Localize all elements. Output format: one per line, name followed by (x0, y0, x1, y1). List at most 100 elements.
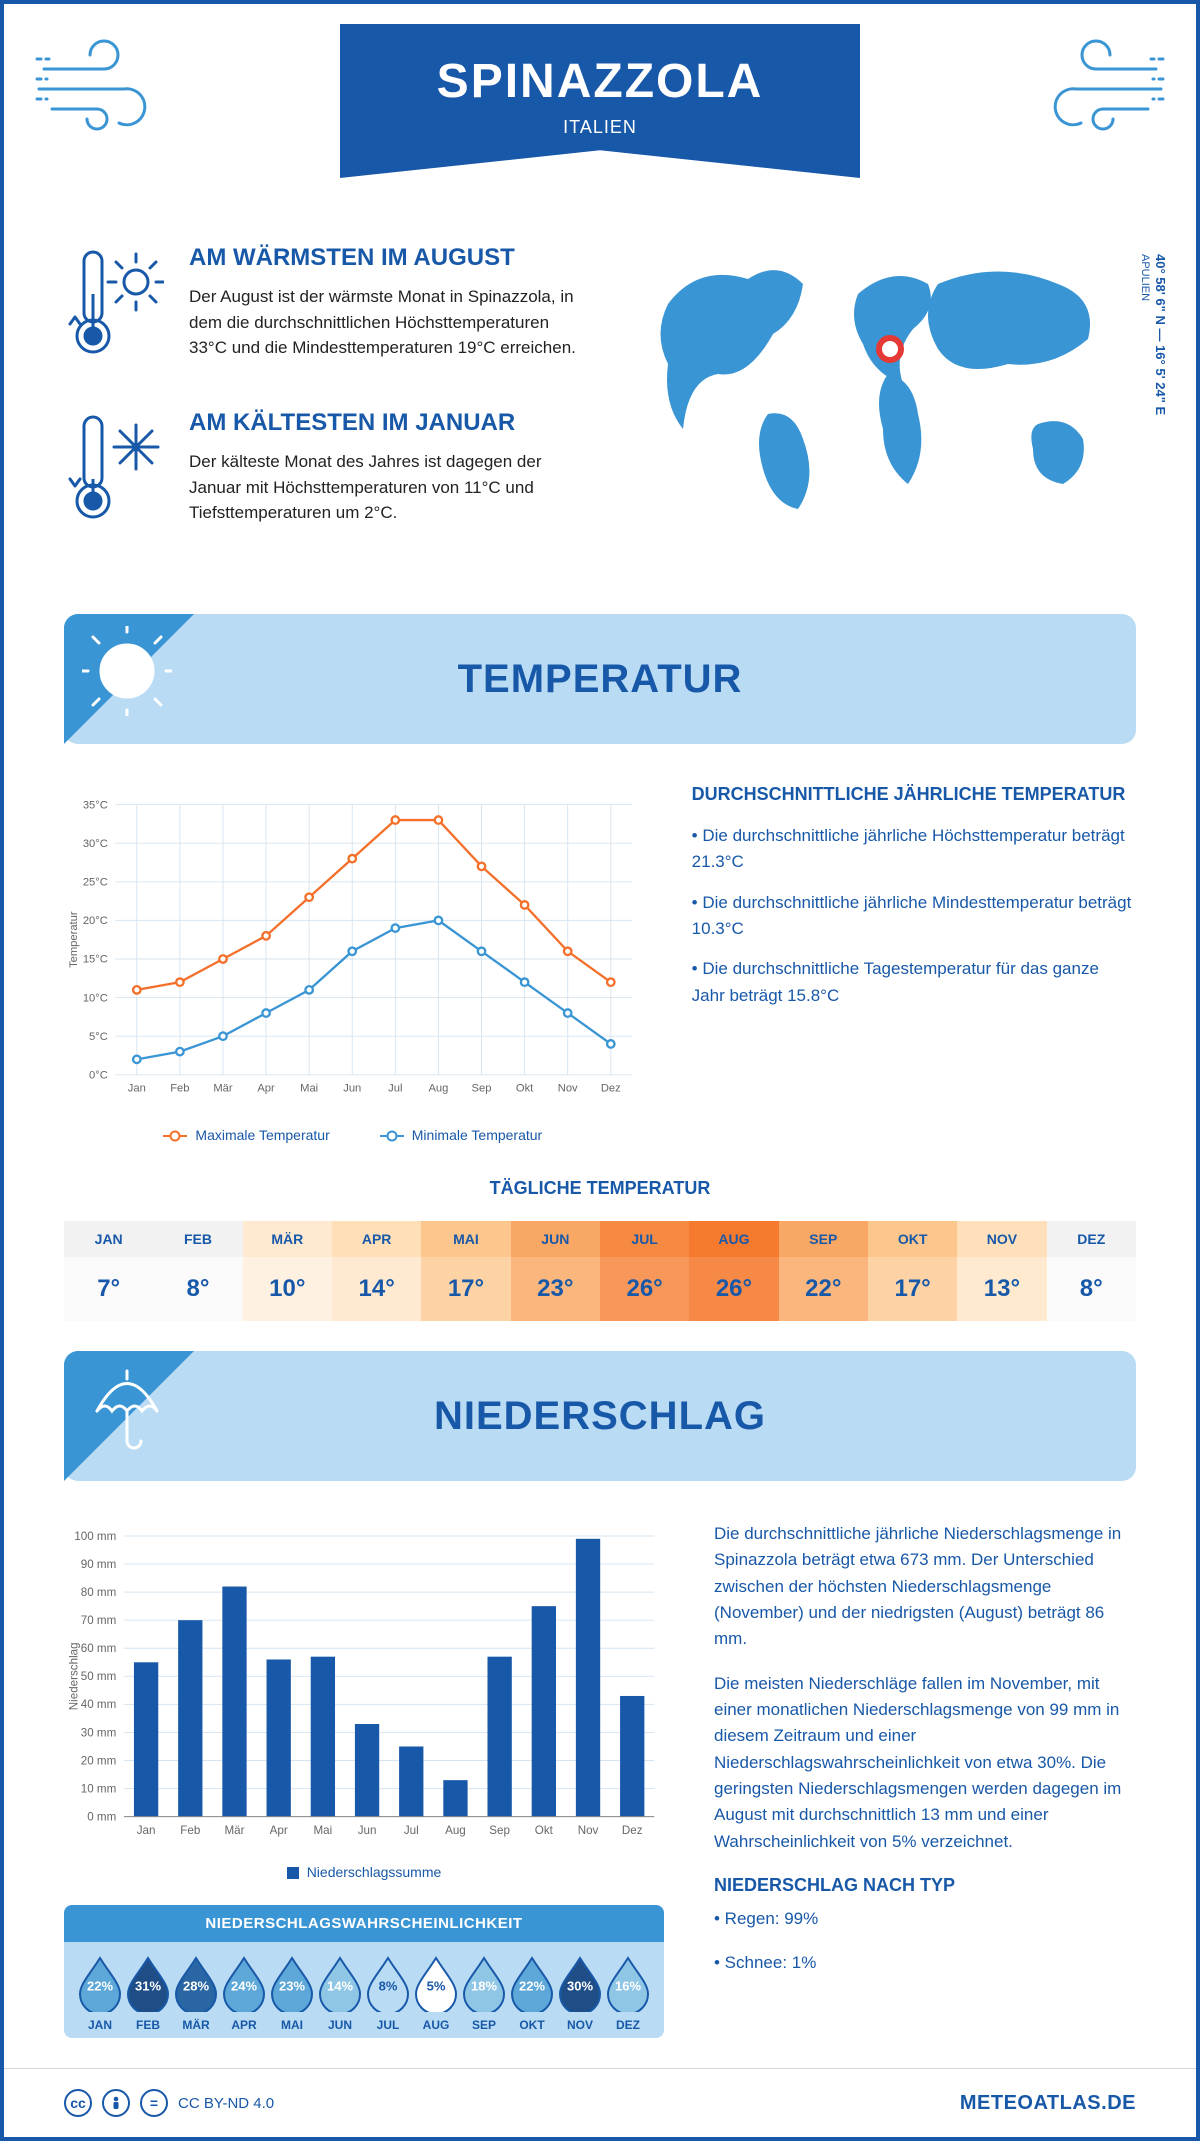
warmest-title: AM WÄRMSTEN IM AUGUST (189, 244, 580, 272)
country-subtitle: ITALIEN (340, 117, 860, 138)
title-ribbon: SPINAZZOLA ITALIEN (340, 24, 860, 178)
wind-icon (1036, 34, 1166, 149)
svg-text:10 mm: 10 mm (81, 1782, 116, 1795)
probability-drop: 8%JUL (364, 1954, 412, 2032)
svg-text:Jul: Jul (404, 1824, 419, 1837)
precipitation-summary: Die durchschnittliche jährliche Niedersc… (714, 1521, 1136, 2038)
precipitation-heading: NIEDERSCHLAG (434, 1394, 766, 1439)
coldest-fact: AM KÄLTESTEN IM JANUAR Der kälteste Mona… (64, 409, 580, 534)
daily-temp-cell: NOV13° (957, 1221, 1046, 1321)
nd-icon: = (140, 2089, 168, 2117)
svg-text:0°C: 0°C (89, 1070, 108, 1082)
svg-text:Jun: Jun (343, 1083, 361, 1095)
svg-text:20°C: 20°C (83, 915, 108, 927)
svg-text:60 mm: 60 mm (81, 1642, 116, 1655)
umbrella-icon (82, 1363, 172, 1458)
probability-drop: 14%JUN (316, 1954, 364, 2032)
source-link[interactable]: METEOATLAS.DE (960, 2092, 1136, 2115)
svg-text:Okt: Okt (535, 1824, 554, 1837)
warmest-fact: AM WÄRMSTEN IM AUGUST Der August ist der… (64, 244, 580, 369)
sun-icon (82, 626, 172, 721)
svg-text:Sep: Sep (489, 1824, 510, 1837)
daily-temp-cell: JUL26° (600, 1221, 689, 1321)
coldest-text: Der kälteste Monat des Jahres ist dagege… (189, 449, 580, 526)
svg-text:30 mm: 30 mm (81, 1726, 116, 1739)
svg-text:Dez: Dez (622, 1824, 643, 1837)
city-title: SPINAZZOLA (340, 54, 860, 109)
daily-temp-cell: JAN7° (64, 1221, 153, 1321)
svg-text:Feb: Feb (170, 1083, 189, 1095)
svg-text:Sep: Sep (472, 1083, 492, 1095)
precipitation-probability-panel: NIEDERSCHLAGSWAHRSCHEINLICHKEIT 22%JAN31… (64, 1905, 664, 2038)
intro-section: AM WÄRMSTEN IM AUGUST Der August ist der… (4, 214, 1196, 614)
temperature-heading: TEMPERATUR (458, 657, 743, 702)
footer: cc = CC BY-ND 4.0 METEOATLAS.DE (4, 2068, 1196, 2137)
svg-text:Dez: Dez (601, 1083, 621, 1095)
svg-text:Mär: Mär (213, 1083, 233, 1095)
probability-drop: 30%NOV (556, 1954, 604, 2032)
header: SPINAZZOLA ITALIEN (4, 4, 1196, 214)
daily-temp-cell: APR14° (332, 1221, 421, 1321)
svg-text:Jun: Jun (358, 1824, 377, 1837)
daily-temp-cell: OKT17° (868, 1221, 957, 1321)
svg-text:0 mm: 0 mm (87, 1811, 116, 1824)
wind-icon (34, 34, 164, 149)
daily-temperature-table: TÄGLICHE TEMPERATUR JAN7°FEB8°MÄR10°APR1… (64, 1178, 1136, 1321)
temperature-banner: TEMPERATUR (64, 614, 1136, 744)
svg-text:25°C: 25°C (83, 877, 108, 889)
temperature-line-chart: 0°C5°C10°C15°C20°C25°C30°C35°CJanFebMärA… (64, 784, 642, 1143)
temperature-summary: DURCHSCHNITTLICHE JÄHRLICHE TEMPERATUR •… (692, 784, 1136, 1143)
svg-text:Apr: Apr (270, 1824, 288, 1837)
license-block: cc = CC BY-ND 4.0 (64, 2089, 274, 2117)
probability-drop: 23%MAI (268, 1954, 316, 2032)
svg-text:Aug: Aug (428, 1083, 448, 1095)
daily-temp-cell: DEZ8° (1047, 1221, 1136, 1321)
probability-drop: 31%FEB (124, 1954, 172, 2032)
svg-text:5°C: 5°C (89, 1031, 108, 1043)
probability-drop: 16%DEZ (604, 1954, 652, 2032)
svg-text:100 mm: 100 mm (74, 1530, 116, 1543)
svg-text:Jul: Jul (388, 1083, 402, 1095)
svg-text:Nov: Nov (578, 1824, 599, 1837)
svg-text:Jan: Jan (137, 1824, 156, 1837)
temperature-legend: Maximale Temperatur Minimale Temperatur (64, 1127, 642, 1143)
svg-text:70 mm: 70 mm (81, 1614, 116, 1627)
precipitation-legend: Niederschlagssumme (64, 1864, 664, 1880)
thermometer-hot-icon (64, 244, 164, 369)
thermometer-cold-icon (64, 409, 164, 534)
svg-text:Mär: Mär (224, 1824, 244, 1837)
svg-text:Mai: Mai (300, 1083, 318, 1095)
svg-text:Mai: Mai (314, 1824, 333, 1837)
svg-text:Okt: Okt (516, 1083, 534, 1095)
svg-text:30°C: 30°C (83, 838, 108, 850)
world-map-icon (620, 244, 1136, 524)
probability-drop: 24%APR (220, 1954, 268, 2032)
probability-drop: 18%SEP (460, 1954, 508, 2032)
coordinates: 40° 58' 6" N — 16° 5' 24" E APULIEN (1138, 254, 1168, 415)
svg-text:20 mm: 20 mm (81, 1754, 116, 1767)
svg-text:Niederschlag: Niederschlag (68, 1642, 81, 1710)
by-icon (102, 2089, 130, 2117)
svg-text:50 mm: 50 mm (81, 1670, 116, 1683)
svg-text:35°C: 35°C (83, 799, 108, 811)
svg-text:Feb: Feb (180, 1824, 200, 1837)
svg-text:Aug: Aug (445, 1824, 466, 1837)
svg-text:Temperatur: Temperatur (68, 911, 80, 968)
probability-drop: 22%JAN (76, 1954, 124, 2032)
daily-temp-cell: FEB8° (153, 1221, 242, 1321)
svg-text:40 mm: 40 mm (81, 1698, 116, 1711)
daily-temp-cell: AUG26° (689, 1221, 778, 1321)
probability-drop: 28%MÄR (172, 1954, 220, 2032)
probability-drop: 5%AUG (412, 1954, 460, 2032)
precipitation-bar-chart: 0 mm 10 mm 20 mm 30 mm 40 mm 50 mm 60 mm 70 mm 8… (64, 1521, 664, 1851)
svg-text:80 mm: 80 mm (81, 1586, 116, 1599)
svg-text:15°C: 15°C (83, 954, 108, 966)
svg-text:10°C: 10°C (83, 992, 108, 1004)
probability-drop: 22%OKT (508, 1954, 556, 2032)
daily-temp-cell: JUN23° (511, 1221, 600, 1321)
daily-temp-cell: SEP22° (779, 1221, 868, 1321)
svg-text:Apr: Apr (257, 1083, 275, 1095)
precipitation-banner: NIEDERSCHLAG (64, 1351, 1136, 1481)
cc-icon: cc (64, 2089, 92, 2117)
daily-temp-cell: MÄR10° (243, 1221, 332, 1321)
